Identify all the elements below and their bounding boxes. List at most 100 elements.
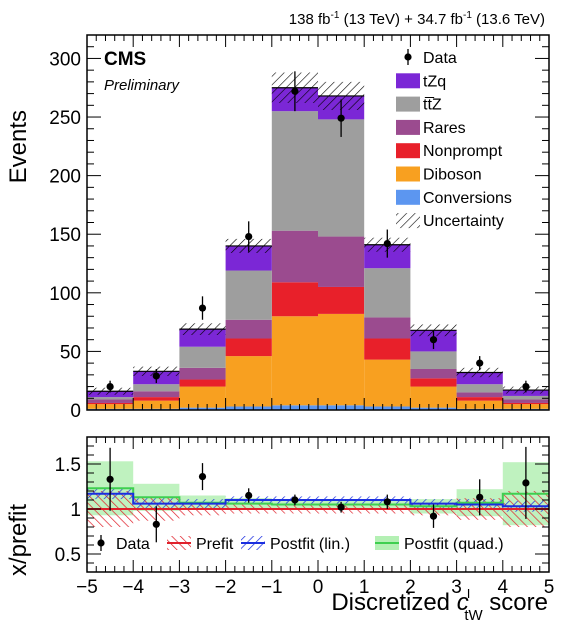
- legend-swatch-rares: [396, 119, 420, 135]
- preliminary-label: Preliminary: [104, 77, 181, 94]
- ratio-data-point-2: [198, 473, 207, 481]
- bar-diboson-bin-2: [179, 386, 226, 408]
- ratio-data-point-9: [522, 479, 530, 487]
- bar-conversions-bin-2: [179, 407, 226, 410]
- ratio-y-tick-label-0: 0.5: [55, 545, 81, 566]
- ratio-data-point-8: [476, 493, 484, 501]
- bar-rares-bin-1: [133, 391, 180, 398]
- bar-diboson-bin-8: [456, 400, 503, 409]
- bar-diboson-bin-6: [364, 359, 411, 407]
- main-stacked-histogram: [87, 87, 549, 410]
- main-data-points: [106, 71, 530, 393]
- legend-data-marker: [404, 53, 412, 61]
- data-point-4: [291, 87, 299, 95]
- legend-label-data: Data: [423, 50, 457, 67]
- x-tick-label--2: −2: [215, 577, 237, 598]
- bar-ttz-bin-6: [364, 268, 411, 318]
- y-tick-label-50: 50: [60, 342, 81, 363]
- bar-rares-bin-4: [271, 230, 318, 283]
- bar-rares-bin-7: [410, 368, 457, 379]
- x-tick-label--5: −5: [76, 577, 98, 598]
- legend-label-uncertainty: Uncertainty: [423, 213, 504, 230]
- bar-rares-bin-5: [318, 236, 365, 287]
- x-tick-label-3: 3: [451, 577, 462, 598]
- legend-swatch-tzq: [396, 73, 420, 89]
- uncertainty-bin-2: [179, 323, 226, 335]
- bar-rares-bin-8: [456, 392, 503, 398]
- bar-rares-bin-9: [502, 399, 549, 403]
- ratio-y-axis-title: x/prefit: [5, 504, 32, 576]
- y-tick-label-300: 300: [49, 49, 81, 70]
- legend-swatch-diboson: [396, 166, 420, 182]
- y-tick-label-100: 100: [49, 284, 81, 305]
- legend-label-diboson: Diboson: [423, 167, 482, 184]
- bar-ttz-bin-5: [318, 119, 365, 237]
- main-axes: 0 50 100 150 200 250 300: [49, 34, 550, 422]
- ratio-legend-data-marker: [97, 539, 105, 547]
- x-tick-label--4: −4: [122, 577, 144, 598]
- bar-rares-bin-6: [364, 317, 411, 339]
- ratio-y-tick-label-1: 1: [70, 500, 81, 521]
- legend-label-ttz: tt̅Z: [423, 96, 442, 113]
- bar-ttz-bin-0: [87, 397, 134, 400]
- bar-nonprompt-bin-6: [364, 338, 411, 360]
- ratio-data-points: [106, 446, 530, 543]
- y-tick-label-0: 0: [70, 401, 81, 422]
- legend-uncertainty-swatch: [396, 213, 420, 229]
- bar-diboson-bin-5: [318, 313, 365, 406]
- ratio-legend: Data Prefit Postfit (lin.) Postfit (quad.): [97, 535, 504, 553]
- data-point-8: [476, 359, 484, 367]
- ratio-legend-label-postfit-quad: Postfit (quad.): [404, 536, 504, 553]
- main-legend: Data tZq tt̅Z Rares Nonprompt Diboson Conversi…: [396, 49, 512, 230]
- bar-ttz-bin-3: [225, 270, 272, 320]
- data-point-2: [198, 304, 207, 312]
- x-tick-label-5: 5: [544, 577, 555, 598]
- bar-nonprompt-bin-3: [225, 338, 272, 357]
- bar-diboson-bin-7: [410, 386, 457, 408]
- x-axis-title: Discretized cI tW score: [331, 586, 548, 624]
- bar-rares-bin-2: [179, 367, 226, 380]
- ratio-legend-label-prefit: Prefit: [196, 536, 234, 553]
- bar-nonprompt-bin-2: [179, 379, 226, 387]
- legend-swatch-nonprompt: [396, 143, 420, 159]
- legend-label-nonprompt: Nonprompt: [423, 143, 503, 160]
- legend-swatch-conversions: [396, 189, 420, 205]
- cms-label: CMS: [104, 49, 146, 70]
- x-tick-label-2: 2: [405, 577, 416, 598]
- uncertainty-bin-8: [456, 367, 503, 378]
- bar-tzq-bin-8: [456, 372, 503, 385]
- bar-nonprompt-bin-7: [410, 378, 457, 387]
- bar-diboson-bin-0: [87, 404, 134, 409]
- bar-conversions-bin-3: [225, 406, 272, 410]
- ratio-data-point-5: [337, 503, 345, 511]
- ratio-legend-label-postfit-lin: Postfit (lin.): [270, 536, 350, 553]
- ratio-axes: 0.5 1 1.5 −5 −4 −3 −2 −1 0 1 2 3 4 5: [55, 437, 555, 598]
- bar-conversions-bin-4: [271, 405, 318, 410]
- ratio-y-tick-label-2: 1.5: [55, 455, 81, 476]
- bar-nonprompt-bin-9: [502, 402, 549, 405]
- data-point-3: [245, 232, 253, 241]
- legend-swatch-ttz: [396, 96, 420, 112]
- data-point-5: [337, 114, 345, 122]
- bar-ttz-bin-2: [179, 346, 226, 368]
- bar-nonprompt-bin-0: [87, 402, 134, 405]
- bar-ttz-bin-4: [271, 111, 318, 231]
- luminosity-label: 138 fb-1 (13 TeV) + 34.7 fb-1 (13.6 TeV): [289, 10, 545, 28]
- y-tick-label-200: 200: [49, 167, 81, 188]
- data-point-6: [383, 239, 391, 248]
- ratio-data-point-7: [429, 512, 438, 520]
- bar-rares-bin-3: [225, 319, 272, 339]
- x-tick-label-1: 1: [359, 577, 370, 598]
- bar-nonprompt-bin-8: [456, 397, 503, 401]
- bar-ttz-bin-7: [410, 351, 457, 369]
- x-tick-label-4: 4: [498, 577, 509, 598]
- data-point-9: [522, 382, 530, 391]
- bar-conversions-bin-7: [410, 407, 457, 410]
- bar-nonprompt-bin-1: [133, 397, 180, 401]
- data-point-7: [429, 336, 438, 344]
- ratio-legend-label-data: Data: [116, 536, 150, 553]
- legend-label-tzq: tZq: [423, 73, 446, 90]
- bar-ttz-bin-9: [502, 395, 549, 400]
- ratio-data-point-4: [291, 496, 299, 504]
- ratio-data-point-6: [383, 498, 391, 506]
